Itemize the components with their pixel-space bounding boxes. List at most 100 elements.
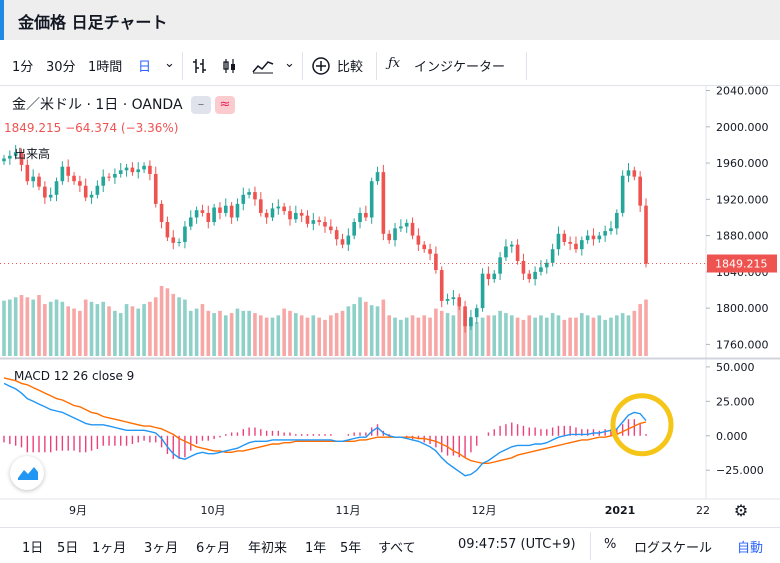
indicator-fx-icon[interactable]: ƒx <box>388 56 401 71</box>
volume-bar <box>626 315 631 356</box>
price-tick-label: 1960.000 <box>716 157 769 170</box>
volume-bar <box>364 301 368 356</box>
candle-body <box>206 212 211 222</box>
volume-bar <box>241 310 246 356</box>
interval-1hour-button[interactable]: 1時間 <box>88 60 123 75</box>
volume-bar <box>78 310 82 356</box>
volume-bar <box>183 299 187 356</box>
range-6m-button[interactable]: 6ヶ月 <box>196 541 231 556</box>
highlight-circle <box>610 393 674 457</box>
range-1m-button[interactable]: 1ヶ月 <box>92 541 127 556</box>
volume-label: 出来高 <box>14 147 51 161</box>
candle-body <box>54 181 59 195</box>
compare-button[interactable]: 比較 <box>337 60 364 75</box>
volume-bar <box>615 315 619 356</box>
volume-bar <box>416 317 421 356</box>
bar-chart-type-icon[interactable] <box>192 58 208 74</box>
volume-bar <box>223 315 228 356</box>
volume-bar <box>276 315 281 356</box>
volume-bar <box>317 317 321 356</box>
candle-body <box>270 208 275 218</box>
percent-scale-button[interactable]: % <box>604 537 617 552</box>
legend-collapse-icon[interactable]: – <box>191 96 211 114</box>
candle-body <box>142 165 146 170</box>
candle-body <box>364 212 368 218</box>
window-title: 金価格 日足チャート <box>18 13 168 32</box>
interval-1min-button[interactable]: 1分 <box>12 60 34 75</box>
volume-bar <box>83 299 88 356</box>
candle-body <box>276 206 281 209</box>
price-tick-label: 1760.000 <box>716 338 769 351</box>
volume-bar <box>515 317 520 356</box>
volume-bar <box>585 315 590 356</box>
volume-bar <box>521 319 526 356</box>
volume-bar <box>340 310 345 356</box>
candle-body <box>521 260 526 274</box>
candle-body <box>165 222 170 238</box>
volume-bar <box>393 317 397 356</box>
range-3m-button[interactable]: 3ヶ月 <box>144 541 179 556</box>
interval-dropdown-icon[interactable]: ⌄ <box>164 56 175 71</box>
volume-bar <box>644 299 648 356</box>
volume-bar <box>550 313 555 356</box>
candle-body <box>340 239 345 245</box>
candle-body <box>25 164 30 182</box>
interval-day-button[interactable]: 日 <box>138 60 152 75</box>
volume-bar <box>2 300 6 356</box>
macd-tick-label: 25.000 <box>716 395 755 408</box>
symbol-label: 金／米ドル · 1日 · OANDA <box>12 97 183 113</box>
tradingview-logo[interactable] <box>10 456 44 490</box>
candle-body <box>13 152 18 156</box>
volume-bar <box>118 313 123 356</box>
volume-bar <box>282 308 286 356</box>
chart-canvas[interactable]: 2040.000 2000.000 1960.000 1920.000 1880.000… <box>0 85 780 526</box>
time-tick-label: 9月 <box>69 504 87 517</box>
chart-toolbar: 1分 30分 1時間 日 ⌄ ⌄ 比較 ƒx インジケーター <box>0 46 780 86</box>
range-bar: 1日 5日 1ヶ月 3ヶ月 6ヶ月 年初来 1年 5年 すべて 09:47:57… <box>0 527 780 563</box>
volume-bar <box>533 317 537 356</box>
range-all-button[interactable]: すべて <box>378 541 416 556</box>
range-5d-button[interactable]: 5日 <box>57 541 79 556</box>
candle-body <box>218 207 222 213</box>
area-chart-type-icon[interactable] <box>252 58 274 74</box>
symbol-legend[interactable]: 金／米ドル · 1日 · OANDA – ≈ <box>12 94 235 114</box>
volume-bar <box>142 304 146 356</box>
range-ytd-button[interactable]: 年初来 <box>248 541 288 556</box>
auto-scale-button[interactable]: 自動 <box>737 541 764 556</box>
compare-add-icon[interactable] <box>311 56 331 76</box>
volume-bar <box>568 317 572 356</box>
legend-wave-icon[interactable]: ≈ <box>215 96 235 114</box>
volume-bar <box>165 288 170 356</box>
candle-body <box>229 205 234 218</box>
candlestick-chart-type-icon[interactable] <box>222 58 238 74</box>
volume-bar <box>486 315 491 356</box>
candle-body <box>118 170 123 174</box>
volume-bar <box>37 295 41 356</box>
volume-bar <box>492 315 497 356</box>
volume-bar <box>445 313 450 356</box>
candle-body <box>574 243 578 250</box>
indicator-button[interactable]: インジケーター <box>414 60 506 75</box>
candle-body <box>124 167 129 171</box>
range-5y-button[interactable]: 5年 <box>340 541 362 556</box>
time-readout[interactable]: 09:47:57 (UTC+9) <box>458 537 576 552</box>
volume-bar <box>474 322 479 356</box>
log-scale-button[interactable]: ログスケール <box>634 541 713 556</box>
volume-bar <box>8 299 12 356</box>
volume-bar <box>19 295 24 356</box>
volume-bar <box>288 310 292 356</box>
volume-bar <box>194 308 199 356</box>
price-tick-label: 2000.000 <box>716 121 769 134</box>
volume-bar <box>66 306 71 356</box>
range-1d-button[interactable]: 1日 <box>22 541 44 556</box>
time-tick-label: 2021 <box>605 504 636 517</box>
candle-body <box>597 235 602 240</box>
settings-gear-icon[interactable]: ⚙ <box>734 501 748 520</box>
interval-30min-button[interactable]: 30分 <box>46 60 76 75</box>
range-1y-button[interactable]: 1年 <box>305 541 327 556</box>
candle-body <box>474 308 479 318</box>
volume-bar <box>95 304 100 356</box>
chart-type-dropdown-icon[interactable]: ⌄ <box>284 56 295 71</box>
chart-area[interactable]: 2040.000 2000.000 1960.000 1920.000 1880.000… <box>0 85 780 526</box>
candle-body <box>101 176 106 186</box>
